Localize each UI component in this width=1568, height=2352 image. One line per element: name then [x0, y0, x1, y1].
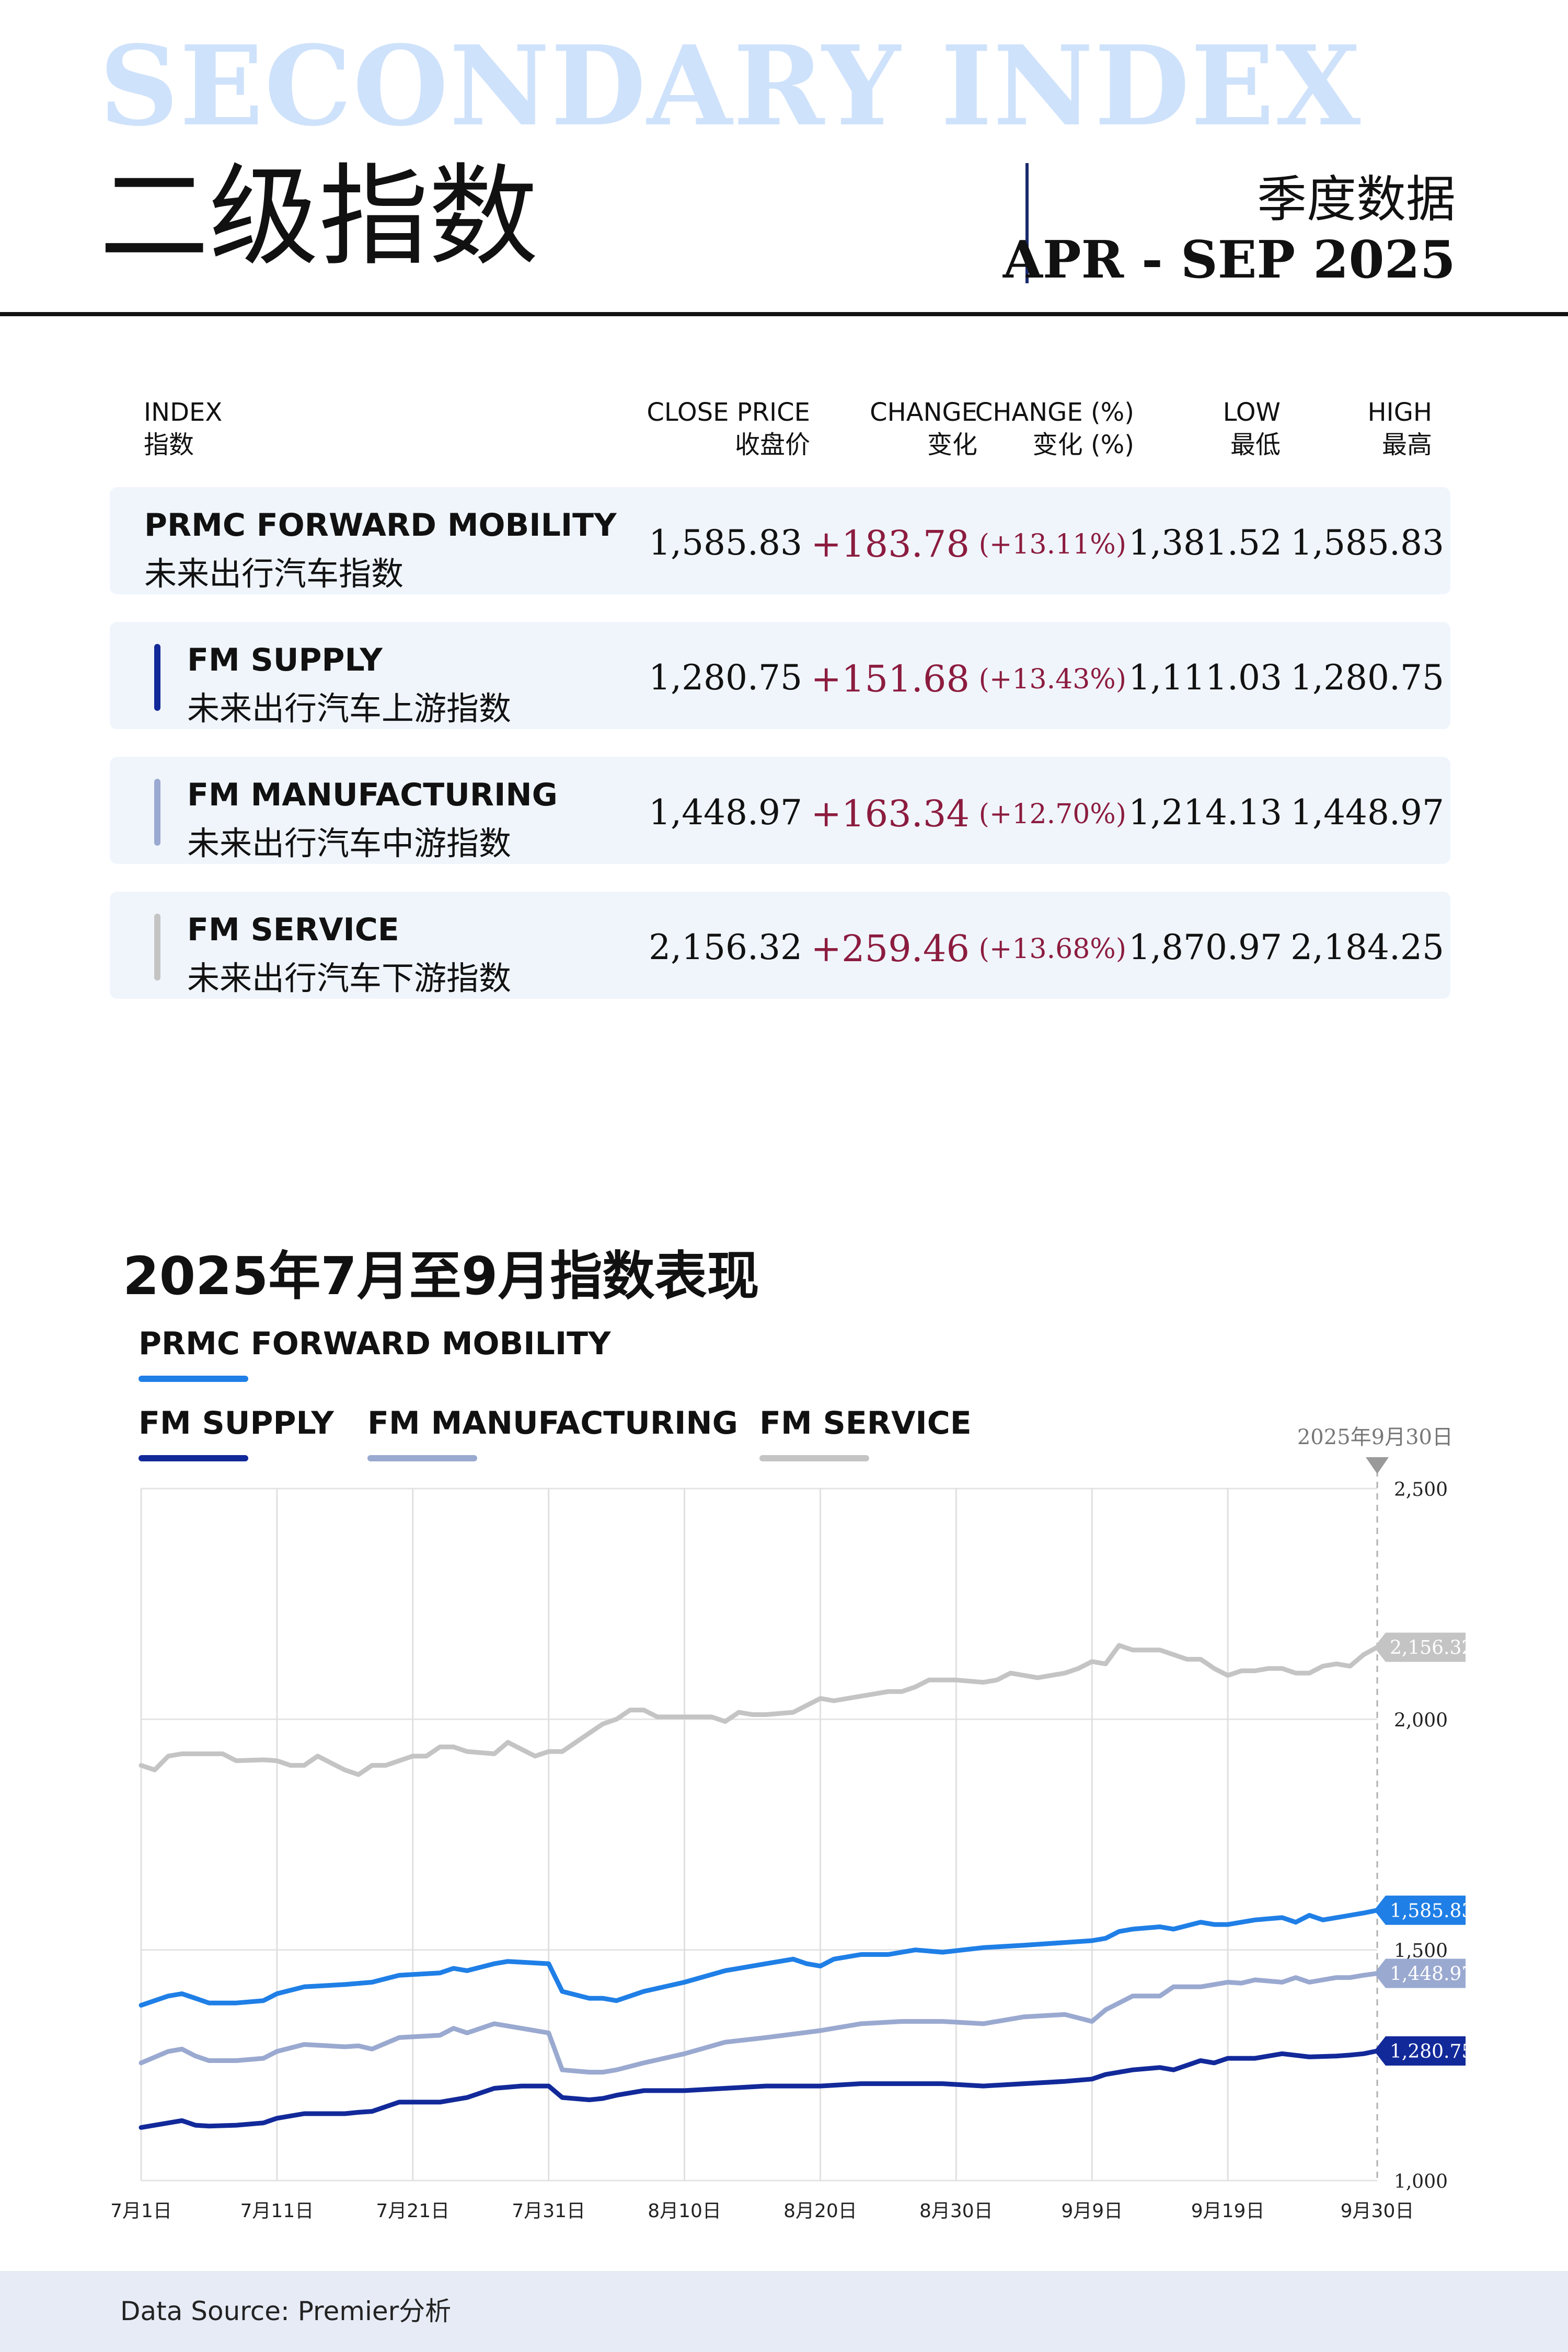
- legend-manufacturing: FM MANUFACTURING: [367, 1405, 738, 1442]
- period-range: APR - SEP 2025: [1002, 230, 1456, 290]
- index-name-en: PRMC FORWARD MOBILITY: [144, 507, 617, 544]
- index-name-cn: 未来出行汽车下游指数: [187, 959, 512, 997]
- index-name-en: FM MANUFACTURING: [187, 777, 558, 813]
- table-row: PRMC FORWARD MOBILITY 未来出行汽车指数 1,585.83 …: [110, 487, 1450, 594]
- change-value: +151.68: [811, 658, 970, 700]
- legend-service: FM SERVICE: [759, 1405, 972, 1442]
- high-value: 1,585.83: [1290, 523, 1444, 563]
- header-change-cn: 变化: [927, 430, 977, 459]
- legend-supply: FM SUPPLY: [139, 1405, 334, 1442]
- header-low-cn: 最低: [1230, 430, 1281, 459]
- series-line: [139, 1643, 1380, 1777]
- header-close-en: CLOSE PRICE: [647, 398, 810, 427]
- end-value-tag: [1374, 1632, 1466, 1662]
- header-index-en: INDEX: [144, 398, 223, 427]
- x-tick-label: 7月11日: [240, 2200, 314, 2222]
- date-marker-triangle: [1366, 1457, 1389, 1474]
- change-value: +259.46: [811, 927, 970, 970]
- header-index: INDEX 指数: [144, 396, 222, 461]
- header-change-en: CHANGE: [870, 398, 977, 427]
- header-divider: [1025, 163, 1029, 283]
- end-value-tag: [1374, 2036, 1466, 2066]
- index-name-cn: 未来出行汽车中游指数: [187, 824, 512, 862]
- legend-prmc: PRMC FORWARD MOBILITY: [139, 1325, 611, 1362]
- high-value: 1,280.75: [1290, 658, 1444, 698]
- end-value-label: 1,280.75: [1390, 2041, 1473, 2062]
- change-value: +163.34: [811, 792, 970, 835]
- index-name-cn: 未来出行汽车指数: [144, 555, 404, 593]
- end-value-tag: [1374, 1958, 1466, 1988]
- table-row: FM SUPPLY 未来出行汽车上游指数 1,280.75 +151.68 (+…: [110, 622, 1450, 729]
- x-tick-label: 8月10日: [648, 2200, 721, 2222]
- header-close: CLOSE PRICE 收盘价: [647, 396, 810, 461]
- y-tick-label: 1,000: [1394, 2171, 1448, 2193]
- x-tick-label: 8月30日: [919, 2200, 993, 2222]
- y-tick-label: 1,500: [1394, 1941, 1448, 1962]
- header-pct: CHANGE (%) 变化 (%): [975, 396, 1134, 461]
- header-index-cn: 指数: [144, 430, 194, 459]
- change-percent: (+13.11%): [978, 529, 1126, 560]
- footer-band: [0, 2271, 1568, 2352]
- legend-line-prmc: [139, 1376, 248, 1382]
- header-high-en: HIGH: [1367, 398, 1432, 427]
- header-pct-en: CHANGE (%): [975, 398, 1134, 427]
- end-value-label: 1,585.83: [1390, 1900, 1473, 1922]
- end-value-tag: [1374, 1895, 1466, 1925]
- change-percent: (+13.43%): [978, 664, 1126, 695]
- legend-line-manufacturing: [367, 1455, 477, 1461]
- close-price: 2,156.32: [649, 927, 802, 967]
- high-value: 2,184.25: [1290, 927, 1444, 967]
- data-source: Data Source: Premier分析: [120, 2296, 452, 2326]
- low-value: 1,870.97: [1128, 927, 1282, 967]
- header-high-cn: 最高: [1381, 430, 1432, 459]
- end-value-label: 2,156.32: [1390, 1638, 1473, 1659]
- index-name-en: FM SERVICE: [187, 912, 399, 948]
- end-value-label: 1,448.97: [1390, 1964, 1473, 1985]
- low-value: 1,381.52: [1128, 523, 1282, 563]
- y-tick-label: 2,000: [1394, 1710, 1448, 1731]
- x-tick-label: 9月30日: [1341, 2200, 1414, 2222]
- change-percent: (+12.70%): [978, 799, 1126, 830]
- high-value: 1,448.97: [1290, 792, 1444, 833]
- legend-line-supply: [139, 1455, 248, 1461]
- header-change: CHANGE 变化: [870, 396, 977, 461]
- header-low: LOW 最低: [1223, 396, 1281, 461]
- table-row: FM SERVICE 未来出行汽车下游指数 2,156.32 +259.46 (…: [110, 892, 1450, 999]
- series-color-bar: [154, 644, 160, 711]
- low-value: 1,214.13: [1128, 792, 1282, 833]
- close-price: 1,280.75: [649, 658, 802, 698]
- period-label: 季度数据: [1256, 171, 1456, 228]
- series-line: [139, 2048, 1380, 2130]
- header-high: HIGH 最高: [1367, 396, 1432, 461]
- x-tick-label: 7月21日: [376, 2200, 449, 2222]
- x-tick-label: 9月9日: [1061, 2200, 1123, 2222]
- change-value: +183.78: [811, 523, 970, 566]
- page-title: 二级指数: [99, 153, 539, 281]
- series-line: [139, 1971, 1380, 2075]
- header-pct-cn: 变化 (%): [1032, 430, 1134, 459]
- legend-line-service: [759, 1455, 869, 1461]
- background-title: SECONDARY INDEX: [99, 21, 1362, 151]
- chart-title: 2025年7月至9月指数表现: [123, 1246, 759, 1307]
- series-color-bar: [154, 779, 160, 846]
- close-price: 1,448.97: [649, 792, 802, 833]
- low-value: 1,111.03: [1128, 658, 1282, 698]
- x-tick-label: 7月1日: [110, 2200, 172, 2222]
- header-close-cn: 收盘价: [734, 430, 810, 459]
- index-name-cn: 未来出行汽车上游指数: [187, 689, 512, 728]
- close-price: 1,585.83: [649, 523, 802, 563]
- header-rule: [0, 312, 1568, 316]
- x-tick-label: 9月19日: [1191, 2200, 1265, 2222]
- change-percent: (+13.68%): [978, 933, 1126, 965]
- date-marker-label: 2025年9月30日: [1297, 1425, 1453, 1449]
- y-tick-label: 2,500: [1394, 1479, 1448, 1501]
- series-line: [139, 1908, 1380, 2008]
- x-tick-label: 8月20日: [783, 2200, 857, 2222]
- x-tick-label: 7月31日: [512, 2200, 585, 2222]
- header-low-en: LOW: [1223, 398, 1281, 427]
- table-row: FM MANUFACTURING 未来出行汽车中游指数 1,448.97 +16…: [110, 757, 1450, 864]
- series-color-bar: [154, 914, 160, 981]
- index-name-en: FM SUPPLY: [187, 642, 383, 678]
